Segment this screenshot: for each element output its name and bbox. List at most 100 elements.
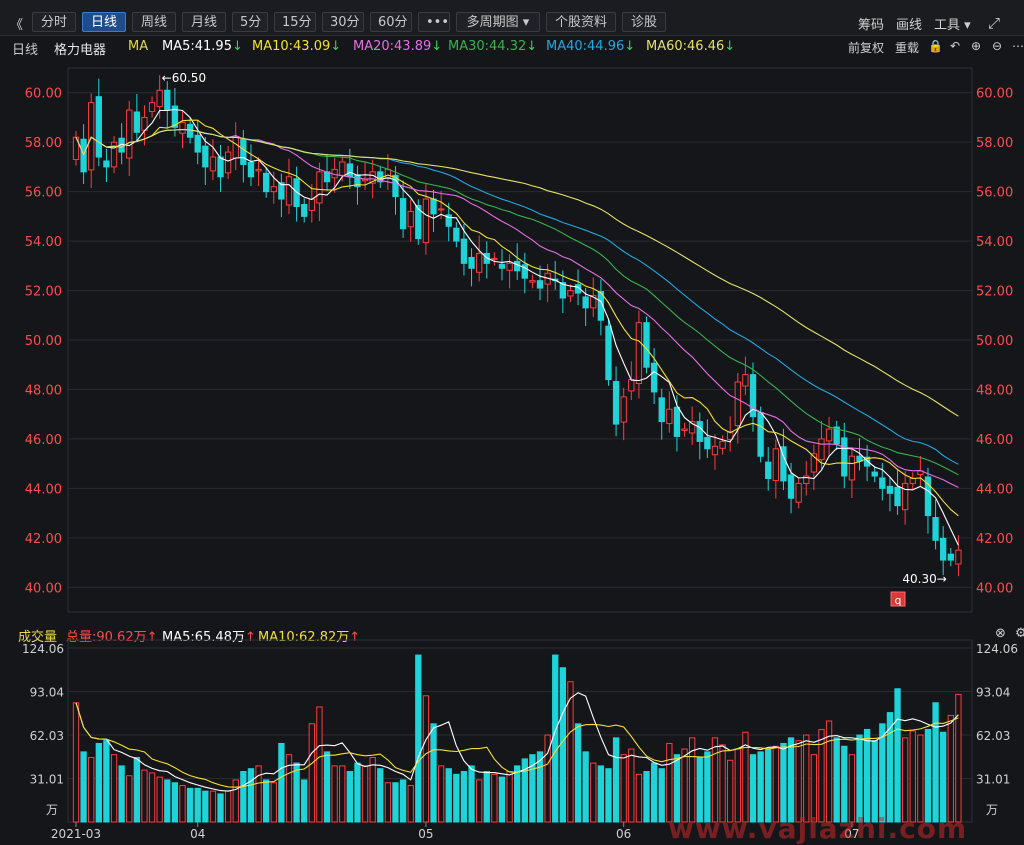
price-tick-left: 56.00 (25, 186, 62, 201)
volume-bar (468, 765, 475, 823)
candle-body (179, 121, 186, 134)
volume-item-2: MA10:62.82万↑ (258, 630, 361, 645)
volume-bar (179, 785, 186, 823)
zoom-out-icon[interactable]: ⊖ (992, 39, 1003, 53)
period-button-8[interactable]: ••• (418, 12, 450, 32)
volume-tick-right: 31.01 (976, 773, 1010, 787)
candle-body (688, 421, 696, 434)
candle-body (605, 325, 612, 381)
candle-body (232, 136, 239, 159)
candle-body (392, 174, 399, 198)
volume-tick-right: 93.04 (976, 686, 1010, 700)
volume-bar (757, 751, 764, 823)
period-button-7[interactable]: 60分 (370, 12, 412, 32)
volume-bar (924, 728, 932, 823)
candle-body (749, 374, 757, 418)
ma-line-MA5 (75, 108, 959, 546)
period-button-9[interactable]: 多周期图 ▾ (456, 12, 540, 32)
settings-icon[interactable]: ⚙ (1015, 626, 1024, 641)
expand-icon[interactable]: ⤢ (988, 14, 1001, 32)
period-label: 日线 (12, 43, 39, 58)
period-button-1[interactable]: 日线 (82, 12, 126, 32)
candle-body (148, 102, 156, 113)
candle-body (795, 482, 802, 503)
volume-bar (704, 751, 711, 823)
close-volume-icon[interactable]: ⊗ (995, 626, 1006, 641)
candle-body (521, 264, 528, 279)
candle-body (932, 517, 939, 541)
candle-body (825, 428, 833, 442)
period-button-10[interactable]: 个股资料 (546, 12, 616, 32)
watermark: www.vajiazhi.com (668, 812, 968, 845)
stock-name: 格力电器 (54, 43, 107, 58)
volume-bar (422, 695, 430, 823)
price-tick-left: 40.00 (25, 581, 62, 596)
candle-body (582, 296, 589, 309)
period-button-4[interactable]: 5分 (232, 12, 268, 32)
volume-bar (780, 742, 787, 823)
toolbar-right-2[interactable]: 工具 ▾ (934, 18, 971, 33)
period-button-0[interactable]: 分时 (32, 12, 76, 32)
candle-body (901, 482, 909, 511)
candle-body (468, 256, 475, 269)
volume-bar (80, 751, 87, 823)
candle-body (126, 109, 133, 159)
volume-bar (240, 771, 247, 823)
toolbar-right-1[interactable]: 画线 (896, 18, 923, 33)
candle-body (917, 470, 924, 476)
candle-body (810, 453, 818, 473)
toolbar-right-0[interactable]: 筹码 (858, 18, 885, 33)
candle-body (765, 461, 772, 479)
volume-bar (620, 754, 627, 823)
zoom-in-icon[interactable]: ⊕ (971, 39, 982, 53)
volume-bar (293, 762, 300, 823)
reload-label: 重载 (895, 41, 920, 55)
volume-tick-right: 62.03 (976, 729, 1010, 743)
price-tick-right: 46.00 (976, 433, 1013, 448)
volume-item-0: 总量:90.62万↑ (66, 630, 158, 645)
candle-body (339, 161, 346, 176)
more-icon[interactable]: ⋯ (1012, 39, 1024, 53)
volume-bar (955, 693, 962, 823)
volume-bar (590, 762, 597, 823)
candle-body (506, 262, 513, 271)
candle-body (734, 381, 741, 427)
volume-bar (574, 723, 582, 823)
candle-body (422, 198, 430, 244)
price-tick-left: 46.00 (25, 433, 62, 448)
volume-bar (217, 793, 224, 823)
candle-body (673, 406, 681, 437)
volume-bar (643, 771, 650, 823)
lock-icon[interactable]: 🔒 (928, 39, 943, 53)
event-marker-label: q (895, 594, 902, 607)
candle-body (666, 408, 673, 425)
volume-bar (460, 771, 468, 823)
period-button-2[interactable]: 周线 (132, 12, 176, 32)
volume-bar (483, 771, 490, 823)
period-button-6[interactable]: 30分 (322, 12, 364, 32)
candle-body (156, 89, 163, 108)
candle-body (301, 203, 308, 217)
collapse-icon[interactable]: 《 (10, 18, 24, 33)
volume-bar (879, 723, 886, 823)
undo-icon[interactable]: ↶ (950, 39, 961, 53)
x-label: 06 (616, 827, 631, 841)
candle-body (369, 171, 376, 184)
volume-bar (430, 723, 437, 823)
volume-bar (825, 720, 833, 823)
volume-bar (818, 728, 825, 823)
volume-bar (141, 769, 148, 823)
volume-bar (263, 779, 270, 823)
volume-bar (323, 751, 331, 823)
candle-body (415, 204, 422, 240)
volume-bar (103, 740, 110, 823)
volume-bar (650, 762, 658, 823)
period-button-3[interactable]: 月线 (182, 12, 226, 32)
price-tick-left: 48.00 (25, 383, 62, 398)
volume-bar (316, 706, 323, 823)
period-button-5[interactable]: 15分 (274, 12, 316, 32)
volume-tick-left: 62.03 (30, 729, 64, 743)
period-button-11[interactable]: 诊股 (622, 12, 666, 32)
volume-label: 成交量 (18, 630, 58, 645)
